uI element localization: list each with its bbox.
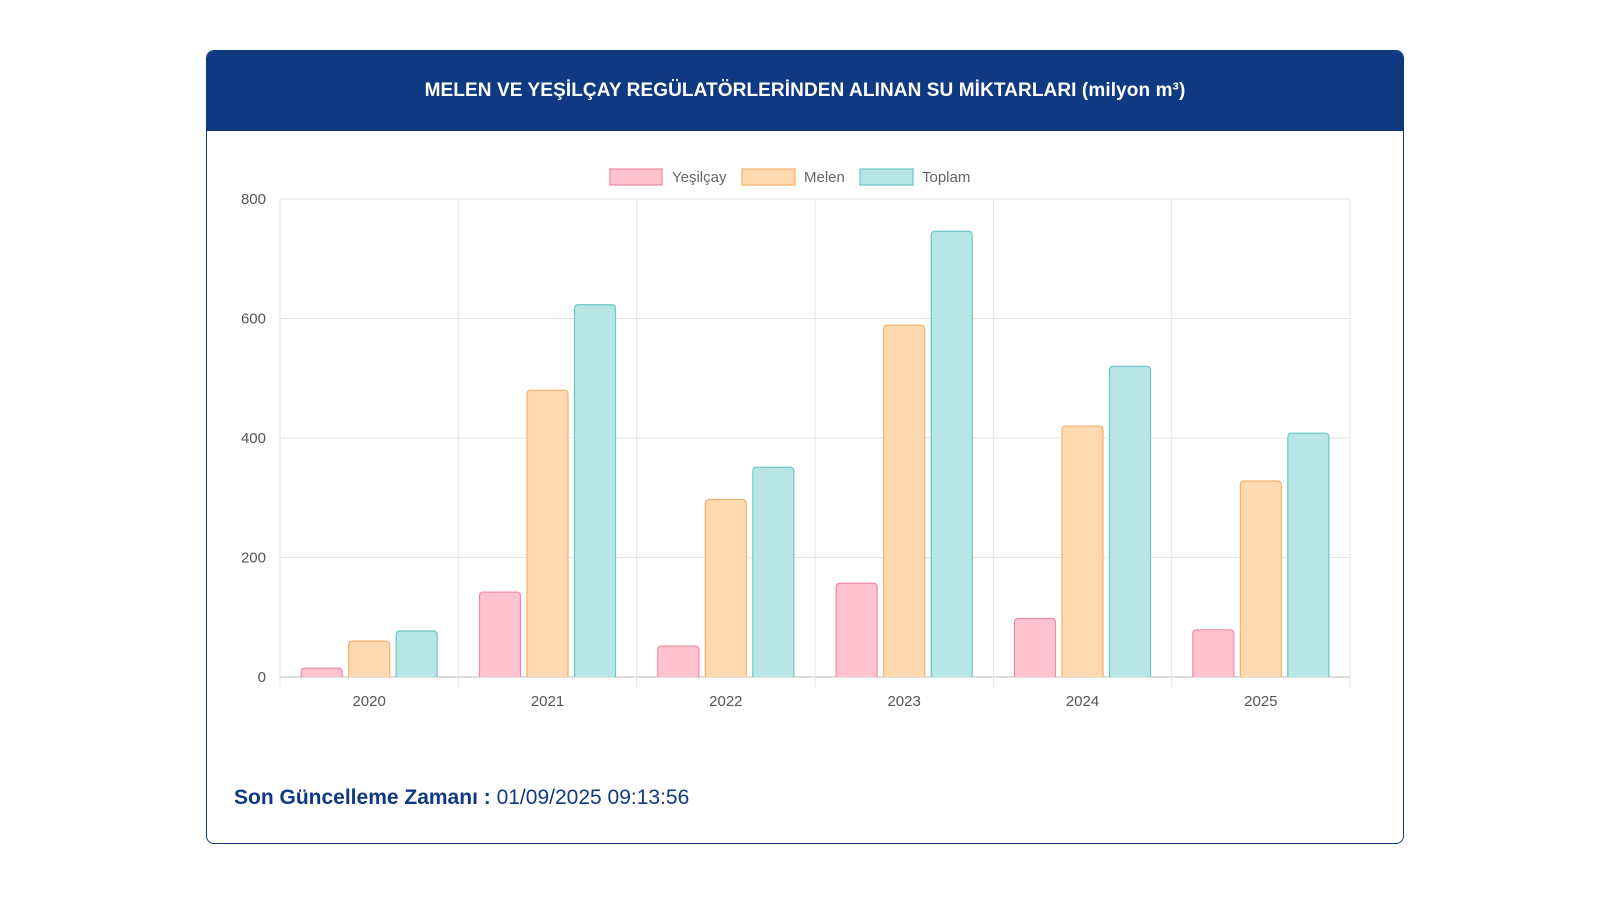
legend-label-yeşilçay: Yeşilçay xyxy=(672,169,727,186)
chart-area: 0 200 400 600 800 2020 2021 2022 2023 2024 2025 Yeş… xyxy=(207,131,1403,771)
x-tick-label: 2022 xyxy=(709,693,742,710)
bar-toplam-2025 xyxy=(1287,432,1330,677)
y-tick-label: 200 xyxy=(241,550,266,567)
x-tick-label: 2020 xyxy=(352,693,385,710)
bar-melen-2022 xyxy=(704,498,747,677)
chart-title: MELEN VE YEŞİLÇAY REGÜLATÖRLERİNDEN ALIN… xyxy=(424,80,1186,101)
legend-swatch-toplam xyxy=(859,168,914,186)
x-tick-label: 2023 xyxy=(887,693,920,710)
y-tick-label: 800 xyxy=(241,191,266,208)
bar-melen-2020 xyxy=(348,640,391,677)
update-info: Son Güncelleme Zamanı : 01/09/2025 09:13… xyxy=(234,786,689,810)
bar-yeşilçay-2024 xyxy=(1013,617,1057,677)
bar-toplam-2024 xyxy=(1108,365,1152,677)
bar-toplam-2023 xyxy=(930,230,973,677)
bar-yeşilçay-2020 xyxy=(300,667,343,677)
bar-melen-2023 xyxy=(883,324,926,677)
legend-swatch-yeşilçay xyxy=(609,168,663,186)
bar-melen-2021 xyxy=(526,389,569,677)
x-tick-label: 2021 xyxy=(531,693,564,710)
y-tick-label: 600 xyxy=(241,311,266,328)
update-label: Son Güncelleme Zamanı : xyxy=(234,786,491,809)
bar-yeşilçay-2023 xyxy=(835,582,878,677)
y-tick-label: 400 xyxy=(241,430,266,447)
bar-toplam-2022 xyxy=(752,466,795,677)
legend-swatch-melen xyxy=(741,168,796,186)
bar-toplam-2020 xyxy=(395,630,438,677)
legend-label-toplam: Toplam xyxy=(922,169,970,186)
bar-chart: 0 200 400 600 800 2020 2021 2022 2023 2024 2025 Yeş… xyxy=(241,168,1351,710)
bar-yeşilçay-2022 xyxy=(657,645,700,677)
bar-toplam-2021 xyxy=(573,304,617,677)
chart-card: MELEN VE YEŞİLÇAY REGÜLATÖRLERİNDEN ALIN… xyxy=(206,50,1404,844)
bar-yeşilçay-2021 xyxy=(478,591,522,677)
x-tick-label: 2025 xyxy=(1244,693,1277,710)
update-value: 01/09/2025 09:13:56 xyxy=(496,786,690,809)
y-tick-label: 0 xyxy=(258,669,266,686)
card-header: MELEN VE YEŞİLÇAY REGÜLATÖRLERİNDEN ALIN… xyxy=(207,51,1403,131)
legend-label-melen: Melen xyxy=(804,169,845,186)
bar-yeşilçay-2025 xyxy=(1192,629,1235,677)
x-tick-label: 2024 xyxy=(1066,693,1099,710)
bar-melen-2024 xyxy=(1061,425,1104,677)
bar-melen-2025 xyxy=(1239,480,1282,677)
